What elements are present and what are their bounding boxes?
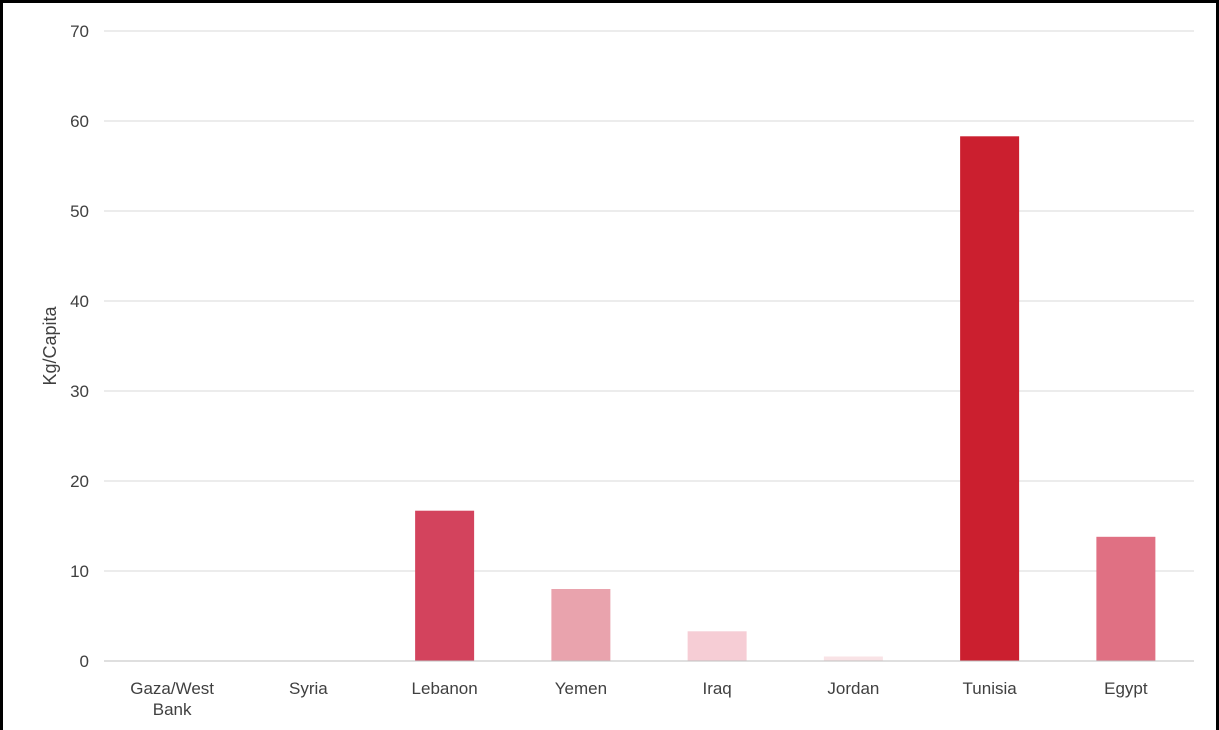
y-tick-label: 10 (70, 562, 89, 581)
y-tick-label: 50 (70, 202, 89, 221)
bars (415, 136, 1156, 662)
x-tick-label: Lebanon (412, 679, 478, 698)
y-tick-label: 30 (70, 382, 89, 401)
bar-yemen (551, 589, 611, 661)
y-axis-ticks: 0 10 20 30 40 50 60 70 (70, 22, 89, 671)
gridlines (104, 30, 1194, 572)
y-tick-label: 0 (80, 652, 89, 671)
y-axis-label: Kg/Capita (40, 305, 60, 385)
x-tick-label: Egypt (1104, 679, 1148, 698)
x-axis-ticks: Gaza/West Bank Syria Lebanon Yemen Iraq Jordan… (130, 679, 1148, 719)
x-tick-label: Gaza/West (130, 679, 214, 698)
bar-iraq (687, 631, 747, 661)
y-tick-label: 40 (70, 292, 89, 311)
bar-tunisia (960, 136, 1020, 662)
x-tick-label: Jordan (827, 679, 879, 698)
x-tick-label: Tunisia (963, 679, 1018, 698)
bar-jordan (823, 656, 883, 661)
x-tick-label: Syria (289, 679, 328, 698)
bar-lebanon (415, 510, 475, 661)
y-tick-label: 70 (70, 22, 89, 41)
bar-egypt (1096, 536, 1156, 661)
y-tick-label: 20 (70, 472, 89, 491)
x-tick-label: Yemen (555, 679, 607, 698)
x-tick-label: Iraq (702, 679, 731, 698)
y-tick-label: 60 (70, 112, 89, 131)
x-tick-label: Bank (153, 700, 192, 719)
